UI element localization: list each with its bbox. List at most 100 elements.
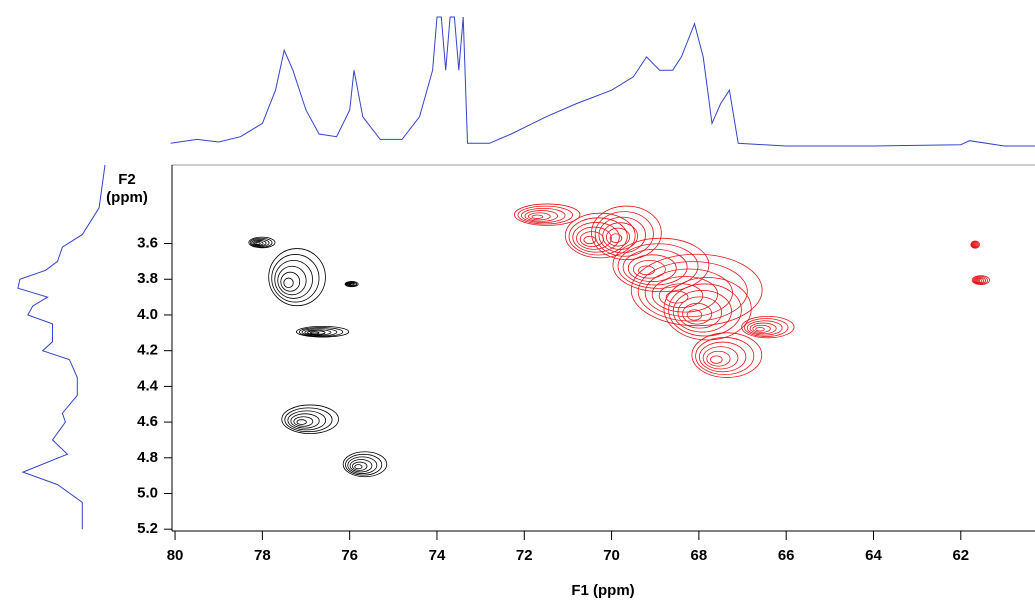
contour-level — [612, 237, 710, 293]
y-tick-label: 4.2 — [137, 342, 158, 359]
contour-level — [691, 332, 763, 378]
contour-level — [347, 456, 378, 474]
contour-level — [274, 259, 313, 299]
contour-level — [348, 283, 352, 286]
contour-level — [686, 309, 703, 321]
y-tick-label: 3.8 — [137, 270, 158, 287]
contour-level — [248, 236, 276, 249]
contour-level — [702, 346, 739, 370]
y-tick-label: 3.6 — [137, 235, 158, 252]
x-tick-label: 76 — [341, 547, 358, 564]
contour-level — [345, 453, 383, 476]
f2-projection — [17, 164, 106, 530]
contour-level — [598, 216, 646, 254]
contour-level — [744, 318, 789, 337]
contour-level — [622, 248, 688, 286]
contour-level — [254, 241, 264, 246]
contour-level — [283, 277, 294, 288]
y-tick-label: 5.2 — [137, 520, 158, 537]
contour-level — [514, 203, 581, 226]
x-tick-label: 78 — [254, 547, 271, 564]
contour-level — [342, 451, 388, 478]
x-tick-label: 80 — [167, 547, 184, 564]
contour-level — [293, 416, 314, 427]
contour-level — [749, 322, 777, 335]
contour-level — [972, 276, 989, 285]
contour-level — [698, 341, 747, 373]
contour-level — [605, 227, 631, 247]
y-axis-label: F2 — [118, 171, 136, 188]
contour-level — [630, 253, 763, 327]
contour-level — [617, 243, 699, 289]
contour-level — [627, 254, 677, 282]
x-tick-label: 64 — [865, 547, 882, 564]
contour-level — [755, 327, 765, 332]
contour-level — [706, 350, 731, 367]
y-tick-label: 4.8 — [137, 449, 158, 466]
x-tick-label: 66 — [778, 547, 795, 564]
contour-level — [971, 275, 991, 286]
contour-level — [710, 355, 723, 364]
contour-level — [677, 296, 722, 329]
contour-level — [695, 337, 755, 376]
contour-level — [296, 419, 307, 425]
contour-level — [632, 259, 666, 279]
contour-level — [976, 279, 981, 283]
contour-level — [972, 243, 977, 247]
x-tick-label: 68 — [691, 547, 708, 564]
contour-level — [663, 277, 752, 341]
contour-level — [352, 461, 368, 471]
contour-level — [524, 210, 559, 222]
x-tick-label: 62 — [952, 547, 969, 564]
x-tick-label: 74 — [429, 547, 446, 564]
contour-level — [971, 242, 978, 248]
contour-level — [970, 240, 980, 249]
contour-level — [252, 240, 267, 247]
contour-level — [609, 233, 623, 244]
contour-level — [973, 277, 987, 284]
contour-level — [974, 278, 985, 284]
contour-level — [672, 289, 732, 333]
contour-level — [251, 238, 270, 247]
contour-level — [651, 276, 719, 313]
contour-level — [975, 278, 983, 283]
contour-level — [665, 290, 689, 304]
contour-level — [637, 261, 748, 322]
contour-level — [972, 244, 976, 247]
contour-level — [296, 325, 350, 338]
contour-level — [564, 212, 636, 259]
x-tick-label: 72 — [516, 547, 533, 564]
contour-level — [528, 212, 551, 221]
contour-level — [531, 214, 544, 219]
contour-level — [583, 235, 596, 245]
contour-level — [249, 237, 273, 248]
y-axis-label: (ppm) — [106, 189, 148, 206]
contour-level — [517, 205, 573, 225]
contour-level — [752, 324, 771, 333]
contour-level — [576, 226, 612, 250]
contour-level — [281, 404, 339, 434]
contour-level — [277, 265, 307, 296]
f1-projection — [170, 16, 1035, 147]
contour-level — [287, 410, 327, 431]
contour-level — [307, 330, 326, 335]
contour-level — [290, 413, 320, 429]
contour-level — [298, 327, 344, 337]
contour-level — [746, 320, 783, 336]
contour-level — [280, 271, 301, 292]
contour-level — [602, 222, 638, 250]
x-axis-label: F1 (ppm) — [571, 582, 634, 599]
contour-level — [301, 328, 338, 337]
contour-level — [970, 241, 979, 249]
contour-level — [572, 222, 620, 253]
contour-level — [304, 329, 332, 336]
contour-level — [668, 283, 742, 337]
contour-level — [309, 331, 320, 335]
contour-level — [271, 254, 320, 303]
contour-level — [971, 242, 977, 248]
contour-level — [349, 459, 373, 473]
contour-level — [594, 211, 654, 257]
contour-level — [255, 242, 261, 245]
y-tick-label: 4.6 — [137, 413, 158, 430]
